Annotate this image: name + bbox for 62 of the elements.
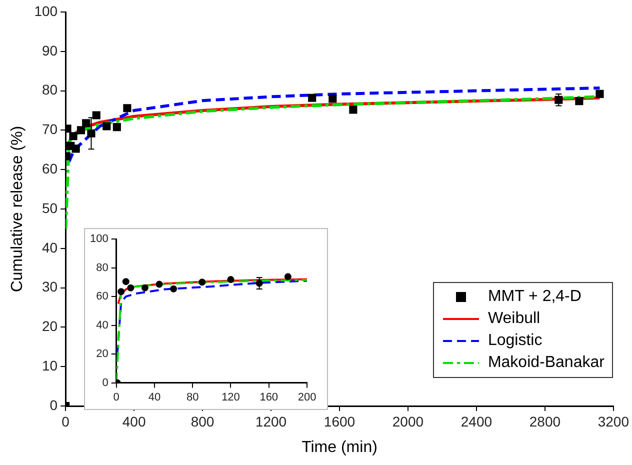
legend-label: Weibull <box>488 309 540 329</box>
point <box>87 129 96 138</box>
point <box>198 278 206 286</box>
point <box>123 104 132 112</box>
point <box>575 97 584 106</box>
point <box>284 273 292 280</box>
x-axis-title: Time (min) <box>302 438 378 456</box>
y-axis-title: Cumulative release (%) <box>9 126 26 292</box>
x-tick-label: 120 <box>222 391 240 404</box>
line-series <box>116 280 307 356</box>
x-tick-label: 800 <box>190 413 214 430</box>
point <box>141 284 148 292</box>
y-tick-label: 0 <box>102 376 108 389</box>
y-tick-label: 40 <box>42 239 58 256</box>
point <box>92 111 100 120</box>
y-tick-label: 10 <box>42 357 58 374</box>
y-tick-label: 50 <box>42 200 58 216</box>
point <box>156 280 163 288</box>
legend-label: Makoid-Banakar <box>488 353 604 373</box>
x-tick-label: 2800 <box>529 413 561 430</box>
y-tick-label: 70 <box>42 121 58 138</box>
x-tick-label: 1200 <box>255 413 287 430</box>
x-tick-label: 2000 <box>392 413 424 430</box>
x-tick-label: 80 <box>186 391 199 404</box>
point <box>122 278 130 286</box>
legend-label: MMT + 2,4-D <box>488 287 582 307</box>
x-tick-label: 160 <box>260 391 278 404</box>
point <box>596 90 604 98</box>
point <box>72 144 80 153</box>
y-tick-label: 20 <box>42 318 58 334</box>
y-tick-label: 100 <box>34 2 58 19</box>
point <box>328 94 337 103</box>
x-tick-label: 400 <box>122 413 146 430</box>
y-tick-label: 80 <box>42 82 58 98</box>
y-tick-label: 80 <box>96 262 108 274</box>
x-tick-label: 3200 <box>598 413 630 430</box>
x-tick-label: 1600 <box>324 413 356 430</box>
y-tick-label: 30 <box>42 278 58 295</box>
y-tick-label: 100 <box>90 233 108 246</box>
x-tick-label: 0 <box>113 391 120 404</box>
x-tick-label: 0 <box>62 413 70 430</box>
point <box>308 94 316 102</box>
point <box>349 106 358 114</box>
y-tick-label: 90 <box>42 42 58 58</box>
x-tick-label: 2400 <box>460 413 492 430</box>
point <box>102 122 111 130</box>
y-tick-label: 60 <box>42 160 58 176</box>
point <box>127 284 134 292</box>
legend-label: Logistic <box>488 331 542 351</box>
point <box>112 123 121 132</box>
y-tick-label: 20 <box>96 348 108 360</box>
point <box>227 276 234 284</box>
point <box>170 285 178 292</box>
line-series <box>67 86 602 164</box>
point <box>76 126 86 134</box>
x-tick-label: 40 <box>148 391 161 404</box>
x-tick-label: 200 <box>298 391 316 404</box>
point <box>118 288 125 296</box>
point <box>82 119 90 128</box>
y-tick-label: 40 <box>96 319 108 332</box>
point <box>69 132 78 140</box>
y-tick-label: 60 <box>96 290 108 303</box>
